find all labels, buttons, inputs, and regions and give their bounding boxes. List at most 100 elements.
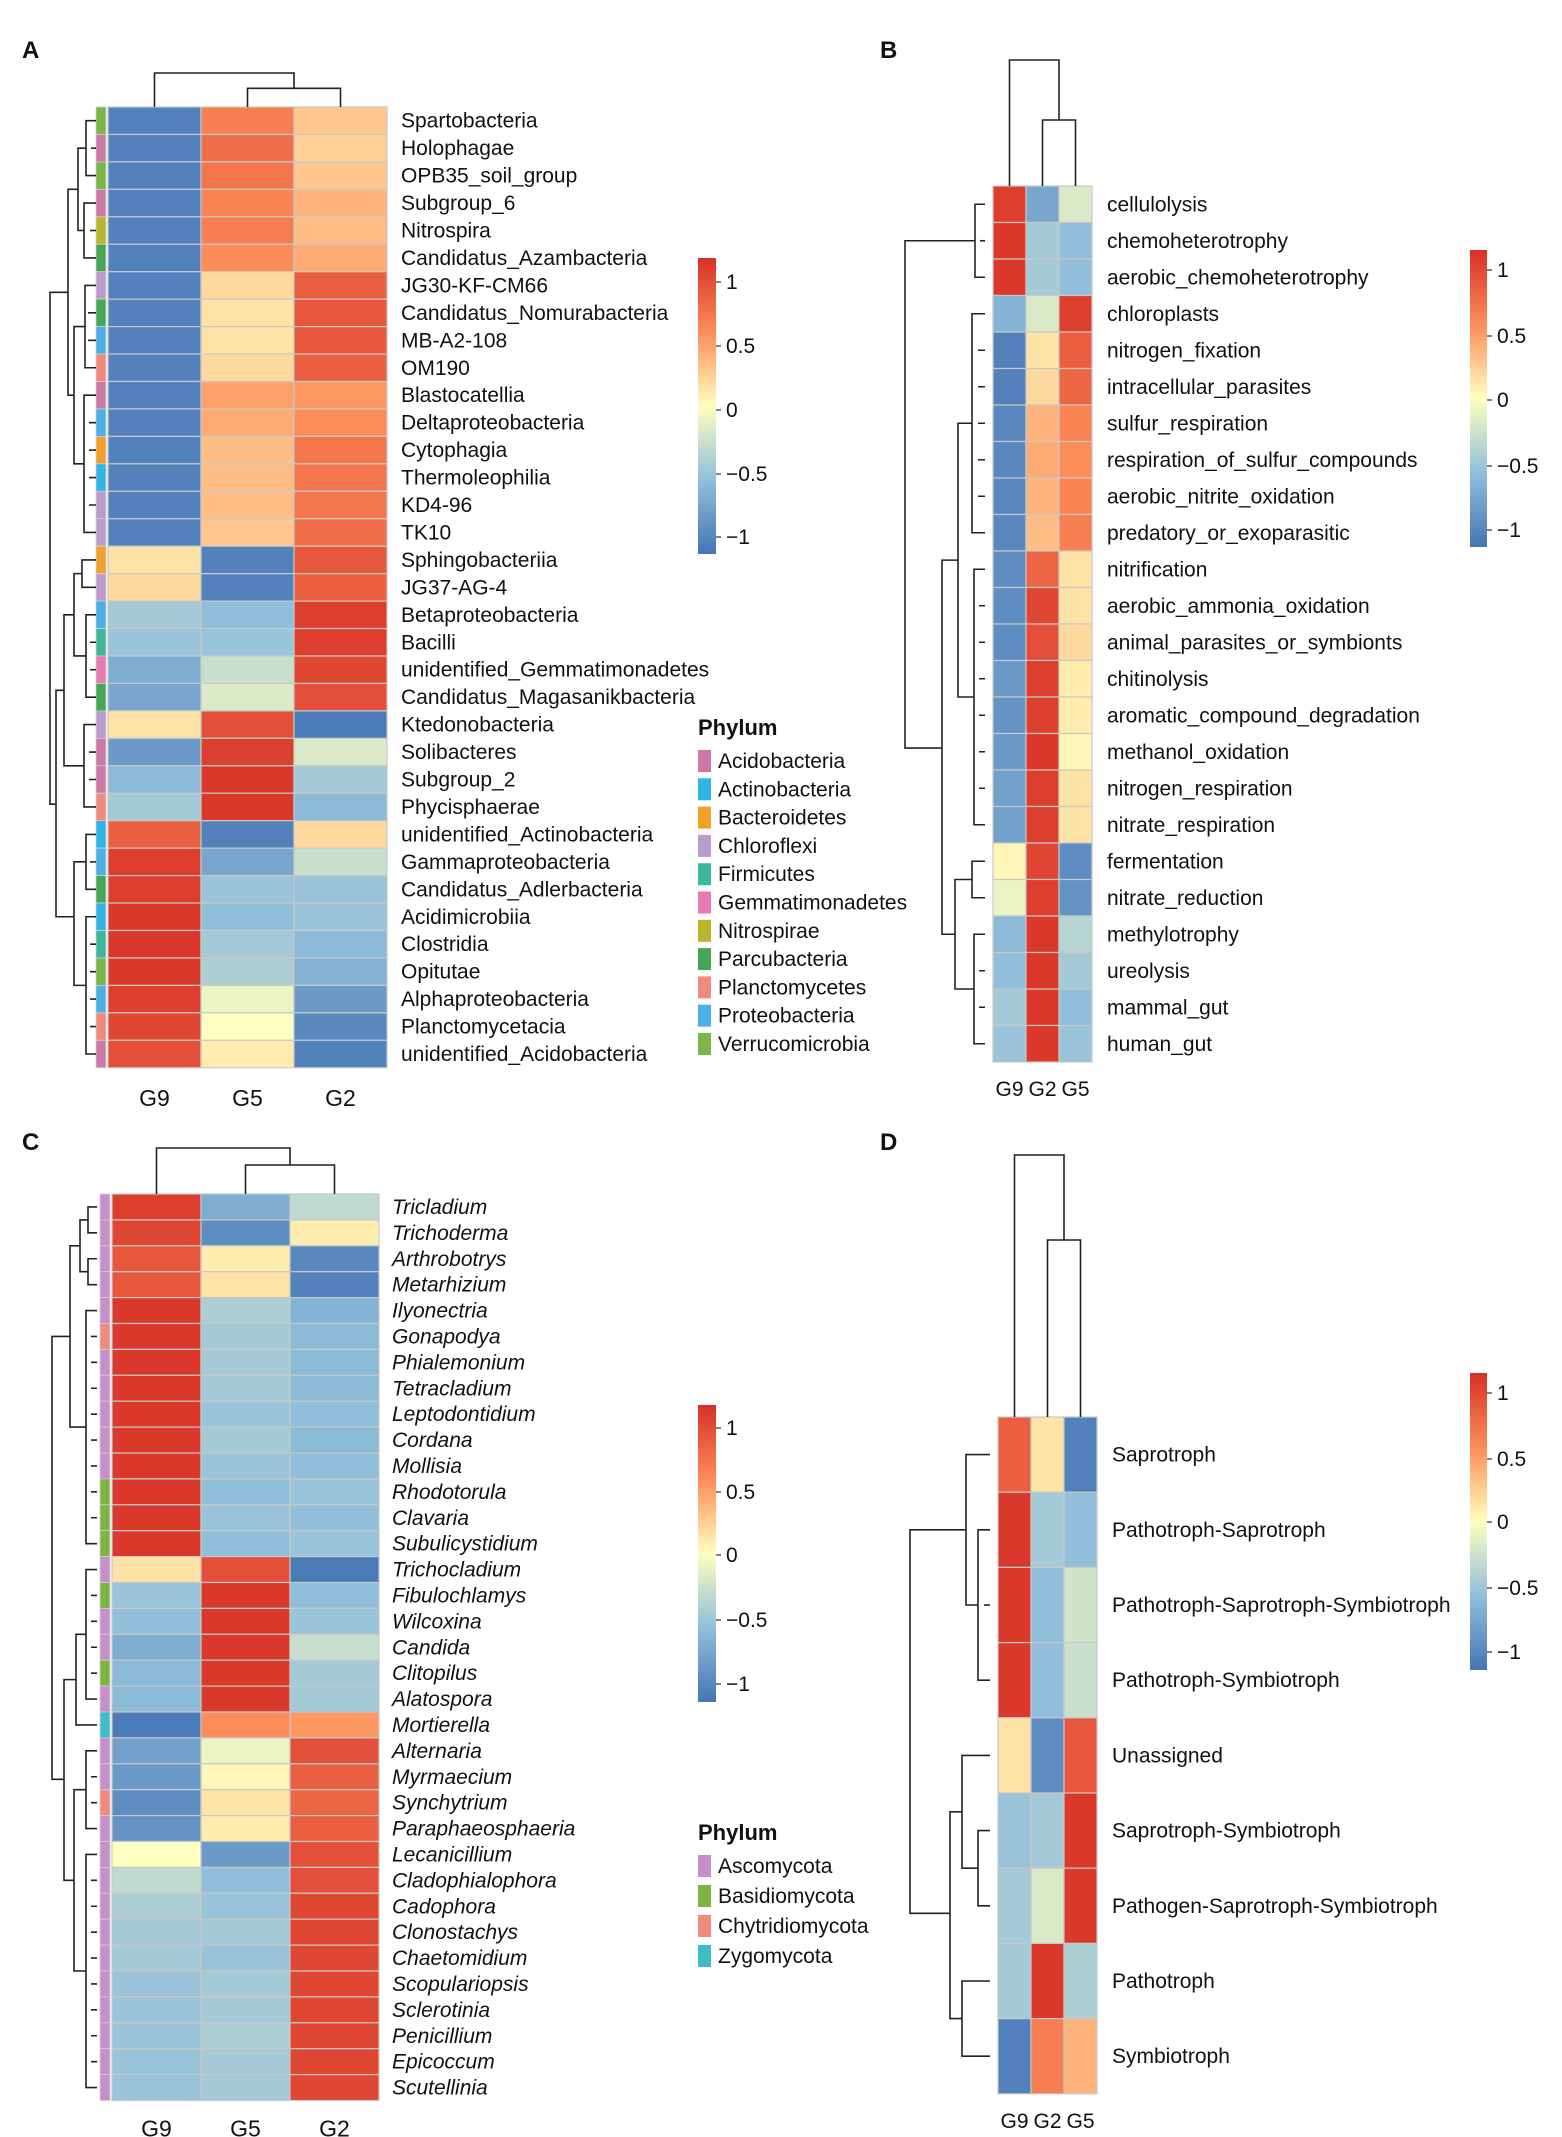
b-cell bbox=[1025, 440, 1060, 479]
c-colorbar-tick-label: 1 bbox=[726, 1417, 738, 1440]
a-cell bbox=[107, 518, 202, 547]
a-cell bbox=[200, 710, 295, 739]
c-cell bbox=[200, 1633, 291, 1661]
c-cell bbox=[200, 1814, 291, 1843]
a-phylum-legend-title: Phylum bbox=[698, 715, 777, 740]
a-cell bbox=[293, 106, 388, 136]
a-cell bbox=[107, 655, 202, 685]
c-cell bbox=[111, 1271, 202, 1299]
d-cell bbox=[1030, 1491, 1065, 1568]
b-cell bbox=[1025, 221, 1060, 260]
c-phylum-annotation bbox=[99, 2022, 111, 2050]
c-cell bbox=[111, 1737, 202, 1765]
b-cell bbox=[1058, 623, 1093, 662]
c-cell bbox=[200, 1659, 291, 1687]
c-cell bbox=[289, 1219, 380, 1247]
a-cell bbox=[293, 271, 388, 300]
c-phylum-annotation bbox=[99, 1530, 111, 1557]
c-cell bbox=[111, 1426, 202, 1454]
d-cell bbox=[997, 1566, 1032, 1644]
a-row-label-alphaproteobacteria: Alphaproteobacteria bbox=[401, 988, 589, 1011]
c-row-label-subulicystidium: Subulicystidium bbox=[392, 1533, 538, 1556]
c-phylum-legend-ascomycota: Ascomycota bbox=[718, 1855, 833, 1878]
b-cell bbox=[1025, 623, 1060, 662]
b-cell bbox=[1025, 951, 1060, 990]
a-row-label-nitrospira: Nitrospira bbox=[401, 220, 491, 243]
c-cell bbox=[289, 1737, 380, 1765]
d-colorbar-tick-label: 0.5 bbox=[1497, 1448, 1526, 1471]
c-cell bbox=[200, 1918, 291, 1946]
b-cell bbox=[992, 294, 1027, 333]
c-phylum-annotation bbox=[99, 1323, 111, 1350]
c-cell bbox=[200, 1996, 291, 2024]
c-cell bbox=[289, 1814, 380, 1843]
c-row-label-fibulochlamys: Fibulochlamys bbox=[392, 1584, 527, 1607]
a-row-label-gammaproteobacteria: Gammaproteobacteria bbox=[401, 851, 610, 874]
c-row-dendrogram-branch bbox=[73, 1788, 86, 1972]
b-cell bbox=[1025, 842, 1060, 881]
b-row-label-animal-parasites-or-symbionts: animal_parasites_or_symbionts bbox=[1107, 631, 1402, 654]
a-cell bbox=[200, 573, 295, 602]
a-phylum-legend-swatch bbox=[698, 948, 711, 971]
c-cell bbox=[289, 1996, 380, 2024]
d-row-dendrogram-branch bbox=[977, 1829, 990, 1907]
c-cell bbox=[111, 1374, 202, 1402]
c-row-label-gonapodya: Gonapodya bbox=[392, 1325, 501, 1348]
b-cell bbox=[992, 513, 1027, 552]
c-phylum-annotation bbox=[99, 1608, 111, 1635]
c-cell bbox=[200, 1530, 291, 1558]
d-cell bbox=[1063, 1792, 1098, 1869]
a-row-label-opitutae: Opitutae bbox=[401, 961, 480, 984]
a-row-label-betaproteobacteria: Betaproteobacteria bbox=[401, 604, 579, 627]
a-cell bbox=[293, 161, 388, 190]
a-row-dendrogram-branch bbox=[83, 394, 96, 534]
a-colorbar-tick-label: 0 bbox=[726, 399, 738, 422]
d-row-label-unassigned: Unassigned bbox=[1112, 1744, 1223, 1767]
a-phylum-legend-swatch bbox=[698, 1033, 711, 1055]
a-phylum-annotation bbox=[95, 875, 107, 904]
b-row-label-aerobic-chemoheterotrophy: aerobic_chemoheterotrophy bbox=[1107, 266, 1369, 289]
b-row-label-aromatic-compound-degradation: aromatic_compound_degradation bbox=[1107, 704, 1420, 727]
c-cell bbox=[289, 1478, 380, 1506]
c-cell bbox=[289, 2048, 380, 2076]
d-cell bbox=[1063, 1717, 1098, 1794]
c-phylum-annotation bbox=[99, 1918, 111, 1946]
a-row-dendrogram-branch bbox=[81, 559, 96, 589]
b-colorbar-tick-label: −0.5 bbox=[1497, 455, 1538, 478]
a-cell bbox=[200, 435, 295, 465]
a-phylum-legend-verrucomicrobia: Verrucomicrobia bbox=[718, 1033, 870, 1056]
a-phylum-annotation bbox=[95, 628, 107, 657]
d-cell bbox=[997, 1717, 1032, 1794]
a-col-dendrogram-branch bbox=[246, 87, 342, 107]
c-cell bbox=[111, 1996, 202, 2024]
c-phylum-legend-chytridiomycota: Chytridiomycota bbox=[718, 1915, 869, 1938]
a-cell bbox=[293, 380, 388, 410]
a-cell bbox=[200, 490, 295, 520]
b-row-label-cellulolysis: cellulolysis bbox=[1107, 193, 1207, 216]
a-phylum-annotation bbox=[95, 792, 107, 822]
c-row-label-tricladium: Tricladium bbox=[392, 1196, 487, 1219]
c-phylum-annotation bbox=[99, 1711, 111, 1739]
d-cell bbox=[997, 2017, 1032, 2095]
a-phylum-annotation bbox=[95, 463, 107, 492]
d-cell bbox=[1063, 1942, 1098, 2020]
b-row-label-sulfur-respiration: sulfur_respiration bbox=[1107, 412, 1268, 435]
c-phylum-annotation bbox=[99, 1970, 111, 1998]
b-cell bbox=[1025, 1024, 1060, 1063]
a-cell bbox=[107, 820, 202, 849]
c-phylum-legend-zygomycota: Zygomycota bbox=[718, 1945, 833, 1968]
c-row-label-lecanicillium: Lecanicillium bbox=[392, 1843, 512, 1866]
a-colorbar bbox=[698, 258, 716, 554]
d-cell bbox=[997, 1942, 1032, 2020]
c-row-dendrogram-branch bbox=[85, 1750, 97, 1830]
a-cell bbox=[200, 271, 295, 300]
b-cell bbox=[1025, 258, 1060, 297]
d-cell bbox=[1030, 1867, 1065, 1944]
b-cell bbox=[992, 988, 1027, 1027]
b-cell bbox=[1058, 331, 1093, 370]
a-cell bbox=[107, 243, 202, 273]
a-cell bbox=[293, 463, 388, 492]
c-cell bbox=[111, 1892, 202, 1920]
a-cell bbox=[200, 1039, 295, 1069]
c-phylum-annotation bbox=[99, 1193, 111, 1221]
